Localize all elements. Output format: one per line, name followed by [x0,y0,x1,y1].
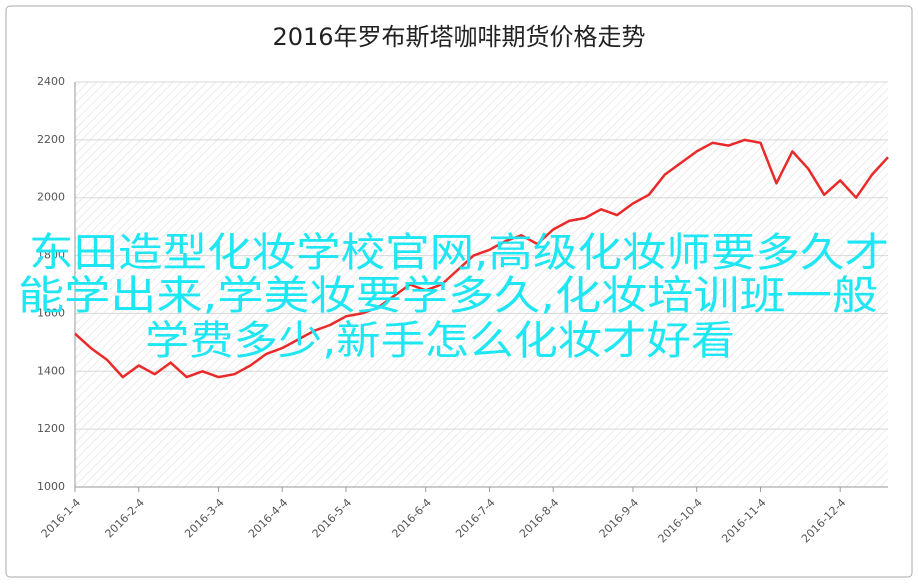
plot-background [75,82,888,487]
overlay-caption: 学费多少,新手怎么化妆才好看 [145,318,735,364]
chart-title: 2016年罗布斯塔咖啡期货价格走势 [272,23,645,51]
overlay-caption: 能学出来,学美妆要学多久,化妆培训班一般 [18,273,878,319]
y-tick-label: 1600 [37,306,65,319]
price-line [74,138,889,379]
overlay-caption: 东田造型化妆学校官网,高级化妆师要多久才 [29,230,889,276]
y-tick-label: 2000 [37,191,65,204]
y-tick-label: 1800 [37,249,65,262]
y-tick-label: 2200 [37,133,65,146]
y-tick-label: 2400 [37,75,65,88]
y-tick-label: 1200 [37,422,65,435]
y-tick-label: 1000 [37,480,65,493]
y-tick-label: 1400 [37,364,65,377]
